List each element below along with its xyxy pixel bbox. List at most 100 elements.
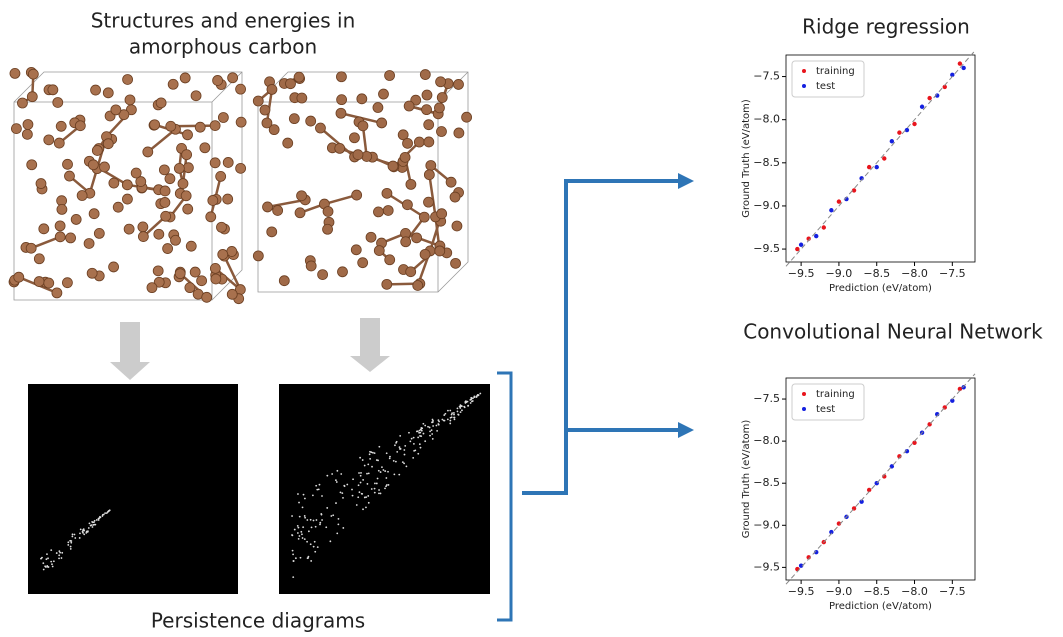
atom [454,128,464,138]
atom [451,258,461,268]
speck [435,425,437,427]
speck [310,543,312,545]
atom [175,269,185,279]
x-tick-label: −8.0 [901,585,928,598]
speck [454,418,456,420]
atom [353,150,363,160]
speck [300,557,302,559]
legend-label: test [816,404,835,415]
speck [423,433,425,435]
speck [295,557,297,559]
point [867,165,871,169]
speck [59,552,61,554]
x-tick-label: −7.5 [939,267,966,280]
x-tick-label: −8.5 [863,585,890,598]
speck [403,462,405,464]
speck [61,552,63,554]
speck [304,517,306,519]
speck [58,554,60,556]
speck [399,435,401,437]
speck [92,524,94,526]
speck [406,465,408,467]
speck [387,471,389,473]
atom [401,237,411,247]
speck [93,521,95,523]
atom [84,238,94,248]
speck [306,541,308,543]
atom [109,178,119,188]
speck [330,515,332,517]
x-axis-label: Prediction (eV/atom) [829,601,932,612]
speck [388,484,390,486]
atom [424,170,434,180]
atom [202,292,212,302]
speck [419,443,421,445]
atom [262,118,272,128]
speck [79,532,81,534]
atom [216,222,226,232]
speck [374,483,376,485]
atom [236,163,246,173]
legend-marker [802,84,806,88]
speck [421,430,423,432]
speck [336,481,338,483]
speck [429,435,431,437]
speck [419,430,421,432]
speck [377,478,379,480]
atom [10,68,20,78]
speck [336,532,338,534]
atom [99,162,109,172]
atom [351,245,361,255]
speck [91,524,93,526]
atom [34,277,44,287]
speck [298,538,300,540]
atom [75,121,85,131]
speck [299,516,301,518]
speck [449,420,451,422]
atom [267,227,277,237]
speck [341,492,343,494]
atom [183,204,193,214]
speck [299,535,301,537]
x-tick-label: −8.0 [901,267,928,280]
point [912,122,916,126]
point [958,61,962,65]
speck [413,437,415,439]
speck [74,534,76,536]
speck [438,421,440,423]
point [814,234,818,238]
speck [293,560,295,562]
speck [449,410,451,412]
atom [253,96,263,106]
speck [297,532,299,534]
speck [92,526,94,528]
speck [352,495,354,497]
atom [404,101,414,111]
bond [268,200,306,207]
atom [63,159,73,169]
speck [321,495,323,497]
point [905,128,909,132]
atom [44,278,54,288]
atom [349,133,359,143]
speck [79,537,81,539]
atom [385,71,395,81]
speck [461,409,463,411]
speck [337,523,339,525]
speck [393,460,395,462]
atom [150,120,160,130]
atom [414,137,424,147]
speck [476,396,478,398]
speck [371,466,373,468]
speck [80,528,82,530]
atom [260,105,270,115]
legend-label: training [816,389,855,400]
y-tick-label: −8.5 [753,156,780,169]
atom [286,79,296,89]
atom [14,272,24,282]
speck [394,444,396,446]
atom [195,122,205,132]
speck [479,393,481,395]
speck [70,542,72,544]
speck [377,460,379,462]
